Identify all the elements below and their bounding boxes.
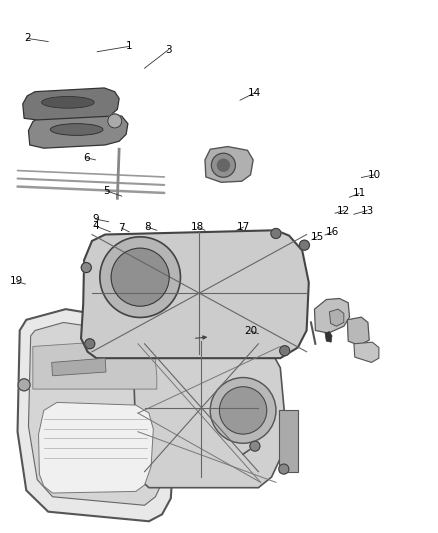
- Text: 5: 5: [103, 186, 110, 196]
- Text: 4: 4: [92, 221, 99, 231]
- Polygon shape: [81, 230, 309, 358]
- Circle shape: [85, 339, 95, 349]
- Circle shape: [212, 153, 235, 177]
- Circle shape: [217, 159, 230, 171]
- Polygon shape: [28, 113, 128, 148]
- Ellipse shape: [42, 96, 94, 108]
- Polygon shape: [205, 147, 253, 182]
- Polygon shape: [39, 402, 153, 493]
- Polygon shape: [314, 298, 350, 333]
- Circle shape: [81, 263, 91, 272]
- Ellipse shape: [50, 124, 103, 135]
- Circle shape: [108, 114, 122, 128]
- FancyBboxPatch shape: [279, 410, 298, 472]
- Text: 19: 19: [10, 277, 23, 286]
- Text: 13: 13: [360, 206, 374, 215]
- Text: 3: 3: [165, 45, 172, 54]
- Text: 7: 7: [118, 223, 125, 233]
- Polygon shape: [28, 322, 164, 505]
- Circle shape: [100, 237, 180, 318]
- Text: 14: 14: [248, 88, 261, 98]
- Circle shape: [279, 464, 289, 474]
- Text: 12: 12: [337, 206, 350, 215]
- Polygon shape: [325, 332, 332, 342]
- Text: 1: 1: [126, 42, 133, 51]
- Text: 15: 15: [311, 232, 324, 241]
- Polygon shape: [52, 358, 106, 376]
- Text: 17: 17: [237, 222, 250, 232]
- Polygon shape: [23, 88, 119, 120]
- Text: 9: 9: [92, 214, 99, 224]
- Circle shape: [210, 377, 276, 443]
- Circle shape: [250, 441, 260, 451]
- Circle shape: [219, 387, 267, 434]
- Polygon shape: [33, 338, 157, 389]
- Circle shape: [280, 346, 290, 356]
- Polygon shape: [18, 309, 175, 521]
- Text: 18: 18: [191, 222, 204, 232]
- Text: 6: 6: [83, 153, 90, 163]
- Text: 2: 2: [24, 34, 31, 43]
- Polygon shape: [134, 336, 285, 488]
- Circle shape: [18, 379, 30, 391]
- Circle shape: [271, 229, 281, 238]
- Text: 16: 16: [325, 227, 339, 237]
- Polygon shape: [354, 342, 379, 362]
- Circle shape: [111, 248, 169, 306]
- Text: 10: 10: [368, 170, 381, 180]
- Text: 20: 20: [244, 326, 257, 336]
- Text: 11: 11: [353, 189, 366, 198]
- Polygon shape: [329, 309, 344, 326]
- Text: 8: 8: [144, 222, 151, 232]
- Circle shape: [300, 240, 309, 250]
- Polygon shape: [347, 317, 369, 345]
